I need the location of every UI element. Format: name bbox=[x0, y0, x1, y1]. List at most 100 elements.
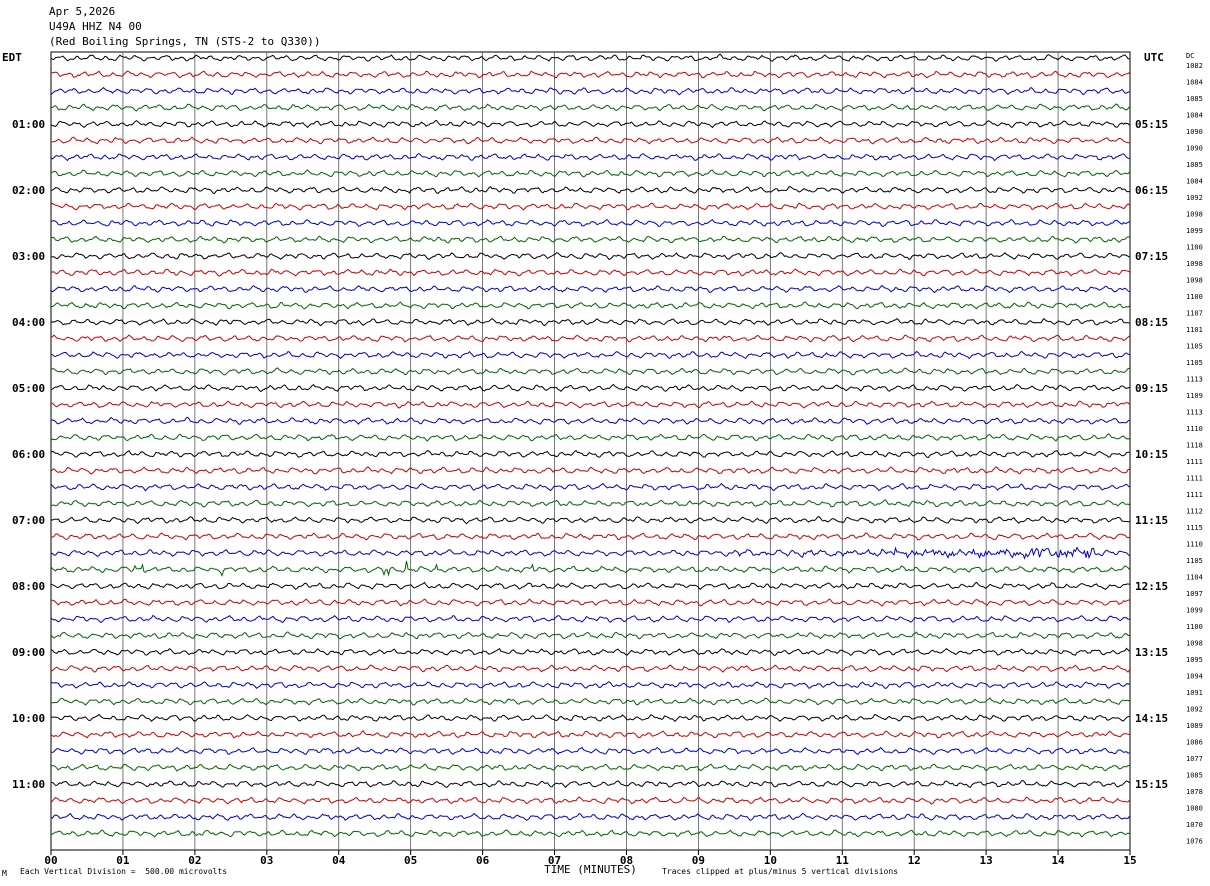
dc-offset-label: 1095 bbox=[1186, 656, 1203, 664]
trace-13 bbox=[50, 268, 1130, 277]
plot-frame bbox=[50, 51, 1131, 851]
right-hour-label: 11:15 bbox=[1135, 514, 1168, 527]
trace-43 bbox=[51, 763, 1130, 772]
trace-5 bbox=[50, 136, 1130, 145]
dc-offset-label: 1113 bbox=[1186, 376, 1203, 384]
left-hour-label: 06:00 bbox=[12, 448, 45, 461]
dc-offset-label: 1084 bbox=[1186, 178, 1203, 186]
dc-offset-label: 1111 bbox=[1186, 458, 1203, 466]
right-hour-label: 10:15 bbox=[1135, 448, 1168, 461]
trace-40 bbox=[50, 713, 1130, 723]
dc-offset-label: 1086 bbox=[1186, 739, 1203, 747]
right-hour-label: 06:15 bbox=[1135, 184, 1168, 197]
header-date: Apr 5,2026 bbox=[49, 5, 116, 18]
trace-8 bbox=[50, 186, 1130, 195]
trace-46 bbox=[50, 812, 1130, 822]
dc-offset-label: 1078 bbox=[1186, 788, 1203, 796]
trace-24 bbox=[50, 449, 1130, 459]
dc-offset-label: 1105 bbox=[1186, 557, 1203, 565]
trace-32 bbox=[50, 581, 1130, 591]
trace-30 bbox=[50, 546, 1130, 560]
trace-33 bbox=[50, 598, 1130, 607]
dc-offset-label: 1097 bbox=[1186, 590, 1203, 598]
trace-20 bbox=[50, 383, 1130, 393]
dc-offset-label: 1099 bbox=[1186, 227, 1203, 235]
clip-note: Traces clipped at plus/minus 5 vertical … bbox=[662, 867, 899, 876]
left-timezone: EDT bbox=[2, 51, 22, 64]
trace-44 bbox=[51, 779, 1130, 789]
trace-35 bbox=[50, 631, 1130, 640]
right-hour-label: 12:15 bbox=[1135, 580, 1168, 593]
dc-offset-label: 1091 bbox=[1186, 689, 1203, 697]
dc-offset-label: 1085 bbox=[1186, 161, 1203, 169]
left-hour-label: 04:00 bbox=[12, 316, 45, 329]
dc-offset-label: 1085 bbox=[1186, 772, 1203, 780]
x-tick-label: 13 bbox=[980, 854, 993, 867]
right-hour-label: 13:15 bbox=[1135, 646, 1168, 659]
trace-28 bbox=[50, 515, 1130, 525]
time-grid bbox=[50, 51, 1131, 851]
x-tick-label: 08 bbox=[620, 854, 633, 867]
x-tick-label: 05 bbox=[404, 854, 417, 867]
dc-offset-label: 1098 bbox=[1186, 277, 1203, 285]
trace-2 bbox=[50, 86, 1130, 96]
left-hour-label: 08:00 bbox=[12, 580, 45, 593]
dc-offset-label: 1098 bbox=[1186, 260, 1203, 268]
dc-offset-label: 1099 bbox=[1186, 607, 1203, 615]
right-hour-label: 07:15 bbox=[1135, 250, 1168, 263]
trace-11 bbox=[50, 235, 1130, 244]
dc-offset-label: 1100 bbox=[1186, 623, 1203, 631]
left-hour-label: 02:00 bbox=[12, 184, 45, 197]
dc-offset-label: 1098 bbox=[1186, 640, 1203, 648]
x-tick-label: 14 bbox=[1051, 854, 1065, 867]
trace-45 bbox=[50, 796, 1130, 805]
x-tick-label: 15 bbox=[1123, 854, 1136, 867]
dc-offset-label: 1089 bbox=[1186, 722, 1203, 730]
scale-note: Each Vertical Division = 500.00 microvol… bbox=[20, 867, 228, 876]
dc-offset-label: 1084 bbox=[1186, 112, 1203, 120]
dc-offset-label: 1105 bbox=[1186, 343, 1203, 351]
trace-38 bbox=[50, 681, 1130, 689]
trace-4 bbox=[50, 119, 1130, 129]
dc-offset-label: 1085 bbox=[1186, 95, 1203, 103]
dc-offset-label: 1076 bbox=[1186, 838, 1203, 846]
dc-offset-label: 1100 bbox=[1186, 244, 1203, 252]
x-tick-label: 00 bbox=[44, 854, 57, 867]
dc-offset-label: 1090 bbox=[1186, 145, 1203, 153]
trace-37 bbox=[50, 664, 1130, 673]
right-hour-label: 09:15 bbox=[1135, 382, 1168, 395]
trace-41 bbox=[50, 730, 1130, 739]
x-tick-label: 04 bbox=[332, 854, 346, 867]
dc-offset-label: 1105 bbox=[1186, 359, 1203, 367]
left-hour-label: 11:00 bbox=[12, 778, 45, 791]
trace-47 bbox=[50, 829, 1130, 838]
trace-9 bbox=[50, 202, 1130, 211]
trace-26 bbox=[50, 482, 1130, 492]
header-location: (Red Boiling Springs, TN (STS-2 to Q330)… bbox=[49, 35, 321, 48]
x-tick-label: 10 bbox=[764, 854, 777, 867]
dc-offset-label: 1080 bbox=[1186, 805, 1203, 813]
trace-17 bbox=[50, 334, 1130, 343]
trace-22 bbox=[50, 416, 1130, 425]
right-hour-label: 14:15 bbox=[1135, 712, 1168, 725]
trace-23 bbox=[50, 433, 1130, 442]
trace-21 bbox=[50, 400, 1130, 409]
dc-offset-label: 1070 bbox=[1186, 821, 1203, 829]
right-hour-label: 05:15 bbox=[1135, 118, 1168, 131]
trace-1 bbox=[51, 70, 1130, 79]
trace-34 bbox=[50, 614, 1130, 624]
dc-offset-label: 1113 bbox=[1186, 409, 1203, 417]
x-tick-label: 12 bbox=[908, 854, 921, 867]
trace-10 bbox=[50, 218, 1130, 227]
trace-42 bbox=[50, 746, 1130, 756]
left-hour-label: 05:00 bbox=[12, 382, 45, 395]
corner-mark: M bbox=[2, 869, 7, 878]
trace-29 bbox=[50, 532, 1130, 541]
dc-offset-label: 1111 bbox=[1186, 475, 1203, 483]
dc-offset-label: 1118 bbox=[1186, 442, 1203, 450]
trace-0 bbox=[50, 53, 1130, 62]
dc-offset-label: 1107 bbox=[1186, 310, 1203, 318]
x-tick-label: 07 bbox=[548, 854, 561, 867]
